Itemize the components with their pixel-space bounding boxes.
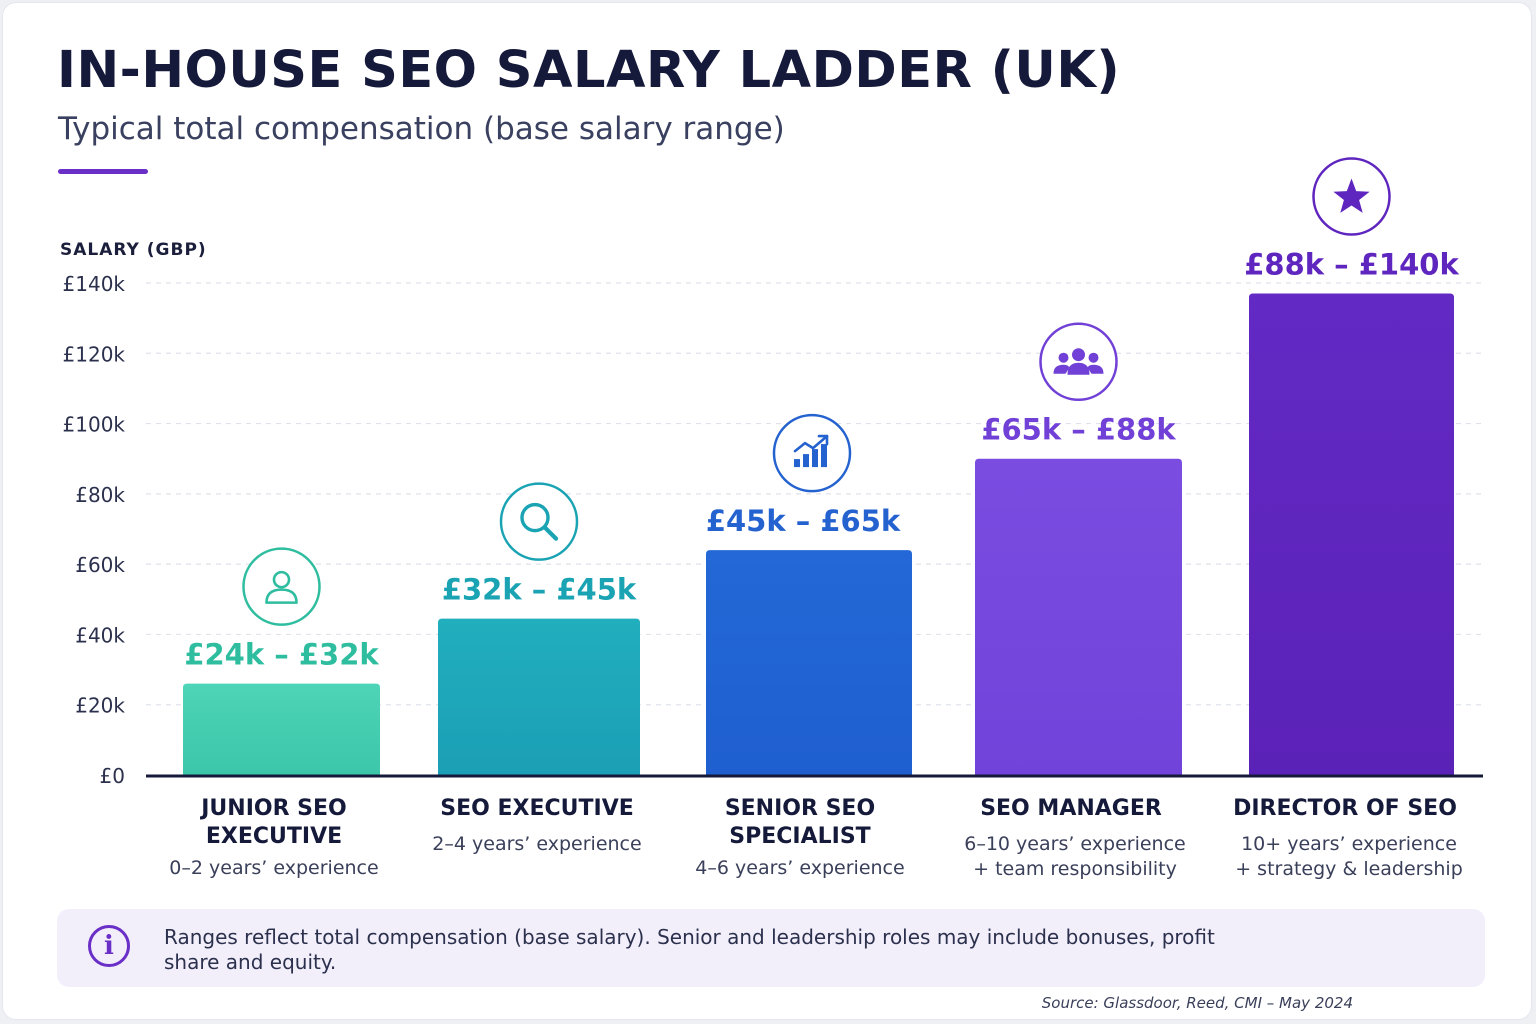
bar-group: £24k – £32k <box>183 547 380 775</box>
salary-bar <box>438 618 640 775</box>
category-label: SEO EXECUTIVE <box>440 796 634 821</box>
y-tick-label: £60k <box>75 553 125 577</box>
user-icon <box>242 547 321 626</box>
category-detail: 4–6 years’ experience <box>695 857 904 879</box>
salary-bar <box>975 458 1182 775</box>
y-tick-label: £0 <box>100 764 125 788</box>
source-credit: Source: Glassdoor, Reed, CMI – May 2024 <box>1041 994 1353 1012</box>
salary-bar-chart: SALARY (GBP) £0 £20k £40k £60k £80k £100k £120k… <box>60 157 1483 880</box>
info-note: i Ranges reflect total compensation (bas… <box>57 909 1485 987</box>
y-tick-label: £40k <box>75 623 125 647</box>
y-axis-title: SALARY (GBP) <box>60 240 207 260</box>
salary-bar <box>183 683 380 775</box>
salary-bar <box>706 550 912 775</box>
salary-bar <box>1249 293 1454 775</box>
page-title: IN-HOUSE SEO SALARY LADDER (UK) <box>57 41 1121 100</box>
y-tick-label: £120k <box>63 342 126 366</box>
y-tick-label: £140k <box>63 272 126 296</box>
y-tick-label: £100k <box>63 413 126 437</box>
bar-group: £88k – £140k <box>1244 157 1459 775</box>
growth-chart-icon <box>772 413 852 493</box>
bar-value-label: £65k – £88k <box>981 413 1176 447</box>
bar-value-label: £32k – £45k <box>442 573 637 607</box>
category-label: JUNIOR SEO <box>199 796 347 821</box>
category-label: SPECIALIST <box>729 824 870 849</box>
y-tick-label: £80k <box>75 483 125 507</box>
star-icon <box>1312 157 1391 236</box>
category-detail: + team responsibility <box>973 858 1177 880</box>
category-label: SEO MANAGER <box>980 796 1162 821</box>
category-label: DIRECTOR OF SEO <box>1233 796 1457 821</box>
search-icon <box>499 482 579 561</box>
info-note-text: Ranges reflect total compensation (base … <box>164 925 1215 974</box>
bar-group: £65k – £88k <box>975 322 1182 775</box>
bar-value-label: £45k – £65k <box>706 504 901 538</box>
page-subtitle: Typical total compensation (base salary … <box>58 111 785 147</box>
bar-value-label: £24k – £32k <box>184 638 379 672</box>
category-detail: 10+ years’ experience <box>1241 833 1457 855</box>
category-label: SENIOR SEO <box>725 796 875 821</box>
bar-group: £32k – £45k <box>438 482 640 775</box>
category-detail: + strategy & leadership <box>1235 858 1463 880</box>
y-tick-label: £20k <box>75 694 125 718</box>
bar-value-label: £88k – £140k <box>1244 248 1459 282</box>
bar-group: £45k – £65k <box>706 413 912 775</box>
category-detail: 2–4 years’ experience <box>432 833 641 855</box>
info-icon: i <box>88 925 130 967</box>
team-icon <box>1039 322 1118 401</box>
category-label: EXECUTIVE <box>206 824 342 849</box>
category-detail: 0–2 years’ experience <box>169 857 378 879</box>
title-accent-line <box>58 169 148 174</box>
category-detail: 6–10 years’ experience <box>964 833 1185 855</box>
